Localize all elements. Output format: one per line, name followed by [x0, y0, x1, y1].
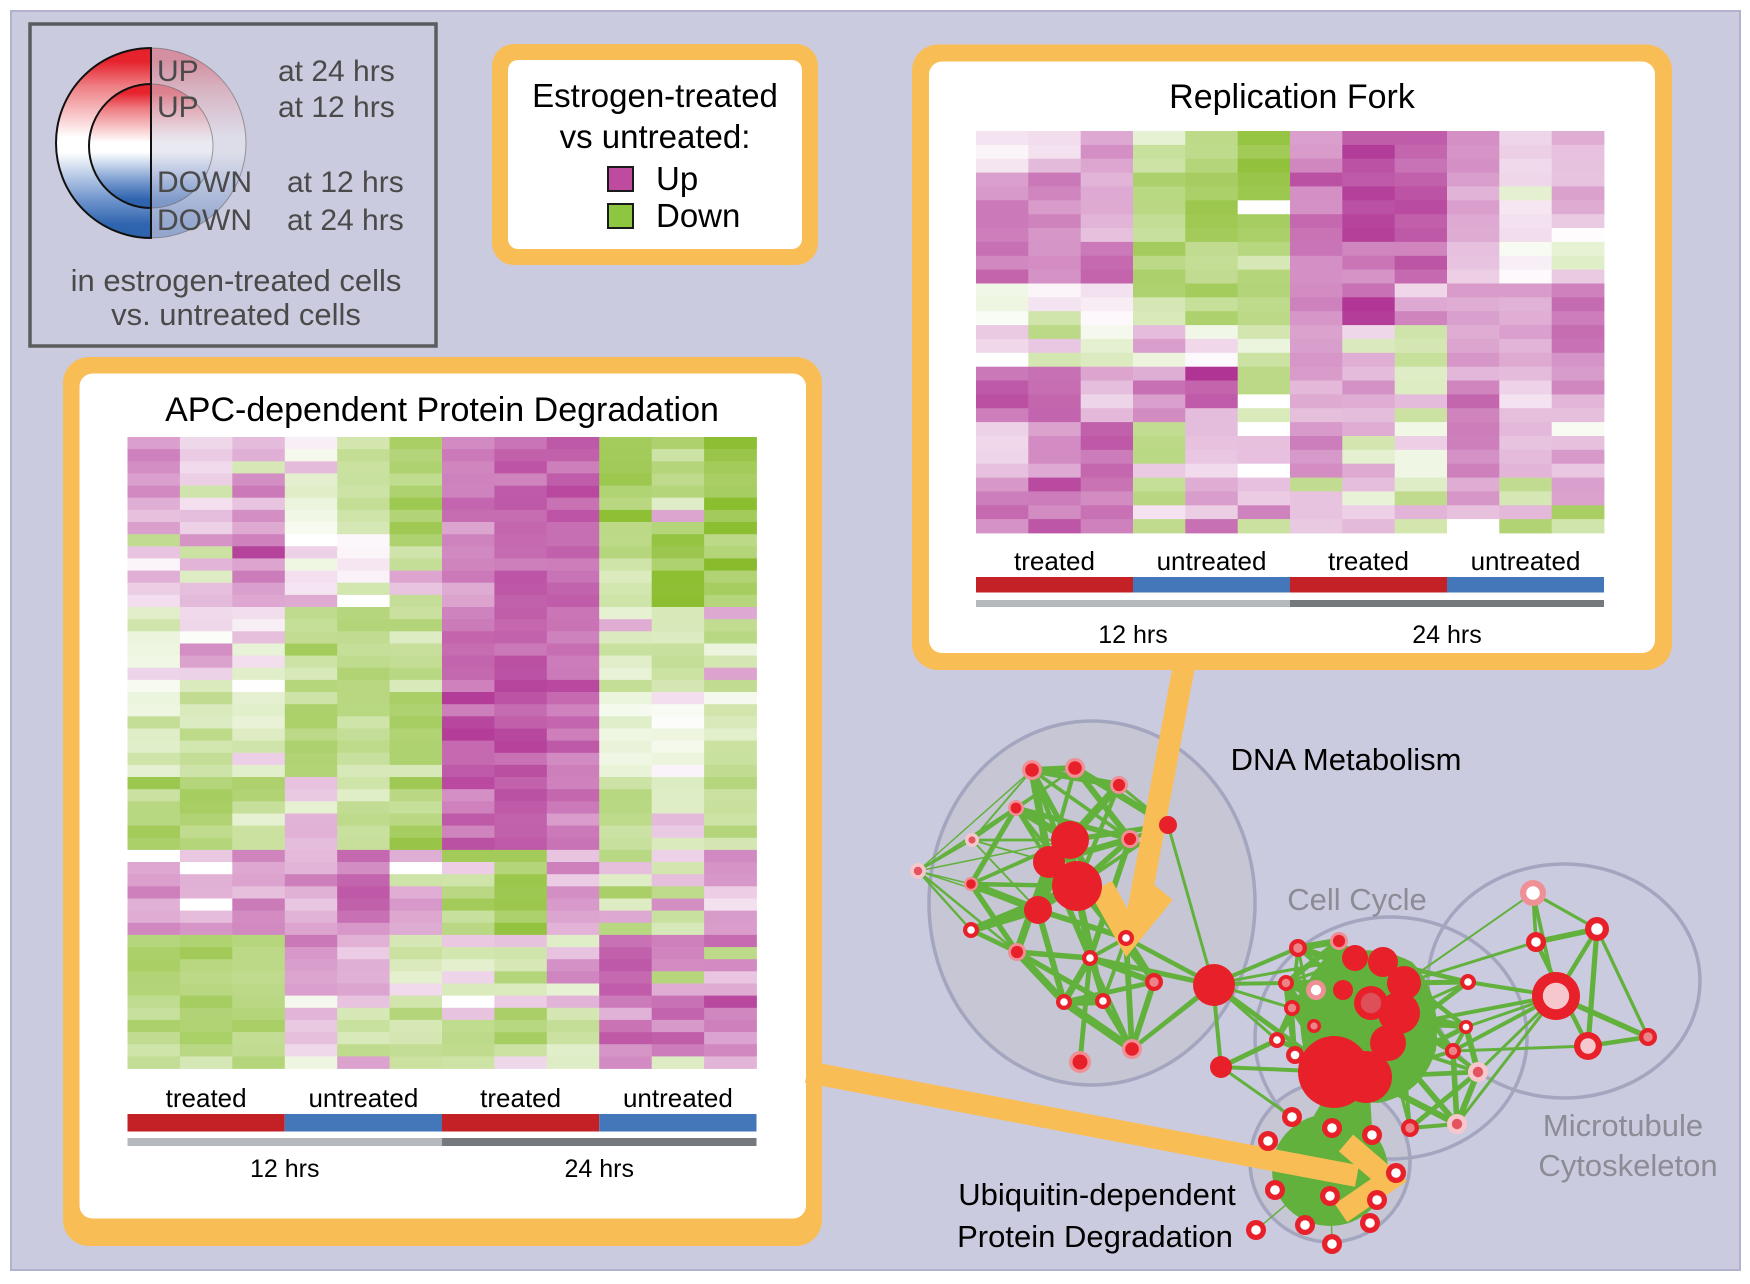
- svg-text:UP: UP: [157, 91, 199, 124]
- svg-text:Cell Cycle: Cell Cycle: [1287, 882, 1427, 917]
- svg-text:at 24 hrs: at 24 hrs: [278, 55, 395, 88]
- svg-text:treated: treated: [1014, 546, 1095, 576]
- svg-text:Up: Up: [656, 160, 698, 197]
- svg-text:DOWN: DOWN: [157, 166, 252, 199]
- svg-text:untreated: untreated: [308, 1083, 418, 1113]
- svg-text:vs untreated:: vs untreated:: [560, 118, 751, 155]
- svg-text:vs. untreated cells: vs. untreated cells: [111, 297, 361, 332]
- svg-text:24 hrs: 24 hrs: [1412, 621, 1481, 649]
- svg-text:Ubiquitin-dependent: Ubiquitin-dependent: [958, 1177, 1236, 1212]
- svg-text:at 12 hrs: at 12 hrs: [278, 91, 395, 124]
- svg-text:24 hrs: 24 hrs: [565, 1155, 634, 1183]
- svg-text:DNA Metabolism: DNA Metabolism: [1231, 742, 1462, 777]
- svg-text:12 hrs: 12 hrs: [1098, 621, 1167, 649]
- svg-text:Cytoskeleton: Cytoskeleton: [1538, 1148, 1717, 1183]
- svg-text:untreated: untreated: [623, 1083, 733, 1113]
- svg-text:Microtubule: Microtubule: [1543, 1108, 1703, 1143]
- svg-text:treated: treated: [1328, 546, 1409, 576]
- svg-text:Down: Down: [656, 197, 740, 234]
- svg-text:untreated: untreated: [1471, 546, 1581, 576]
- svg-text:treated: treated: [480, 1083, 561, 1113]
- svg-text:untreated: untreated: [1157, 546, 1267, 576]
- svg-text:treated: treated: [166, 1083, 247, 1113]
- svg-text:12 hrs: 12 hrs: [250, 1155, 319, 1183]
- svg-text:at 24 hrs: at 24 hrs: [287, 204, 404, 237]
- svg-text:DOWN: DOWN: [157, 204, 252, 237]
- svg-text:Replication Fork: Replication Fork: [1169, 78, 1416, 116]
- svg-text:Estrogen-treated: Estrogen-treated: [532, 77, 778, 114]
- svg-text:in estrogen-treated cells: in estrogen-treated cells: [71, 263, 402, 298]
- svg-text:at 12 hrs: at 12 hrs: [287, 166, 404, 199]
- svg-text:Protein Degradation: Protein Degradation: [957, 1219, 1233, 1254]
- svg-text:UP: UP: [157, 55, 199, 88]
- svg-text:APC-dependent Protein Degradat: APC-dependent Protein Degradation: [165, 391, 719, 429]
